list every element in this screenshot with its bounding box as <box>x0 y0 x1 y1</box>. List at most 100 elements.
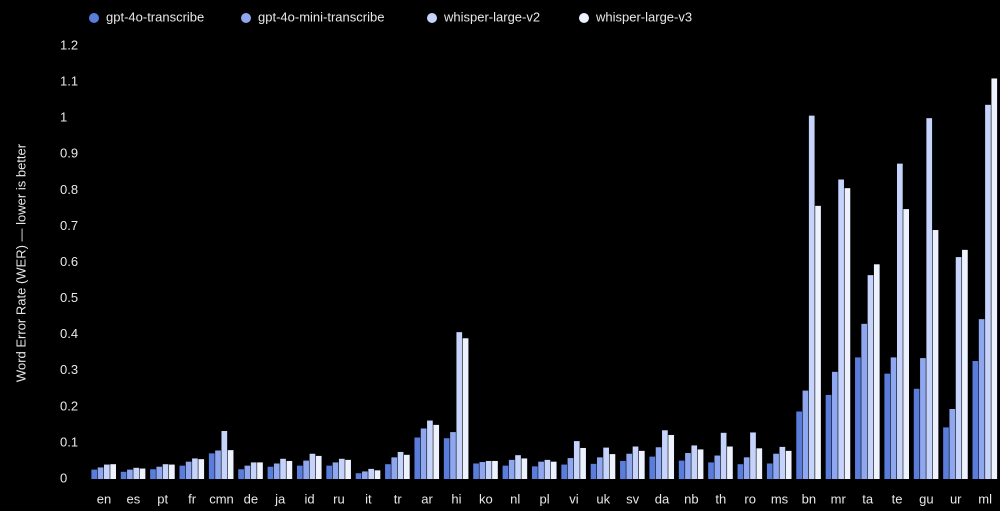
bar <box>485 460 492 479</box>
x-tick-label: ar <box>421 491 433 506</box>
bar <box>531 466 538 479</box>
bar <box>332 462 339 479</box>
bar <box>884 373 891 479</box>
bar <box>685 453 691 479</box>
y-tick-label: 1.2 <box>60 37 78 52</box>
bar <box>825 394 832 479</box>
bar <box>668 434 675 479</box>
x-tick-label: nb <box>684 491 698 506</box>
x-tick-label: pt <box>157 491 168 506</box>
bar <box>697 449 704 479</box>
bar <box>962 249 968 479</box>
legend-marker <box>89 13 99 23</box>
bar <box>750 432 756 479</box>
x-tick-label: gu <box>919 491 933 506</box>
bar <box>427 420 433 479</box>
bar <box>462 338 469 479</box>
bar <box>779 446 786 479</box>
bar <box>368 468 375 479</box>
x-tick-label: sv <box>626 491 640 506</box>
x-tick-label: en <box>97 491 111 506</box>
x-tick-label: te <box>892 491 903 506</box>
bar <box>273 463 280 479</box>
x-tick-label: ko <box>479 491 493 506</box>
bar <box>420 428 427 479</box>
y-tick-label: 0 <box>60 470 67 485</box>
legend-label: gpt-4o-mini-transcribe <box>258 9 384 24</box>
bar <box>766 463 773 479</box>
bar <box>620 460 626 479</box>
x-tick-label: vi <box>569 491 579 506</box>
bar <box>250 462 257 479</box>
bar <box>561 464 568 479</box>
bar <box>855 357 861 479</box>
y-tick-label: 0.2 <box>60 398 78 413</box>
bar <box>521 458 528 479</box>
x-tick-label: uk <box>596 491 610 506</box>
bar <box>150 469 156 479</box>
bar <box>544 459 551 479</box>
bar <box>385 464 391 479</box>
bar <box>450 432 456 479</box>
x-tick-label: id <box>305 491 315 506</box>
bar <box>238 469 244 479</box>
bar <box>296 465 303 479</box>
bar <box>808 115 815 479</box>
bar <box>156 466 163 479</box>
legend-marker <box>427 13 437 23</box>
bar <box>345 459 351 479</box>
x-tick-label: es <box>126 491 140 506</box>
bar <box>756 448 763 479</box>
bar <box>603 447 609 479</box>
bar <box>309 453 316 479</box>
legend-label: whisper-large-v2 <box>443 9 540 24</box>
bar <box>257 462 263 479</box>
bar <box>508 459 515 479</box>
bar <box>550 461 557 479</box>
bar <box>221 431 228 479</box>
y-tick-label: 0.1 <box>60 434 78 449</box>
x-tick-label: ja <box>274 491 286 506</box>
x-tick-label: nl <box>510 491 520 506</box>
bar <box>714 455 721 479</box>
bar <box>720 432 727 479</box>
bar <box>903 209 910 479</box>
y-tick-label: 0.9 <box>60 146 78 161</box>
bar <box>139 468 146 479</box>
bar <box>743 457 750 479</box>
bar <box>949 408 956 479</box>
bar <box>374 470 381 479</box>
bar <box>362 471 368 479</box>
x-tick-label: ml <box>978 491 992 506</box>
y-tick-label: 0.6 <box>60 254 78 269</box>
bar <box>443 438 450 479</box>
bar <box>397 451 404 479</box>
bar <box>815 205 821 479</box>
bar <box>133 467 140 479</box>
bar <box>198 459 205 479</box>
bar <box>315 455 322 479</box>
x-tick-label: fr <box>188 491 197 506</box>
bar <box>838 179 844 479</box>
bar <box>802 390 809 479</box>
bar <box>926 118 933 480</box>
x-tick-label: ms <box>771 491 789 506</box>
legend-marker <box>241 13 251 23</box>
bar <box>185 461 192 479</box>
bar <box>867 275 874 479</box>
bar <box>120 471 127 479</box>
bar <box>913 388 920 479</box>
x-tick-label: ta <box>862 491 874 506</box>
bar <box>580 447 586 479</box>
bar <box>227 450 234 479</box>
bar <box>985 104 991 480</box>
bar <box>991 78 998 479</box>
x-tick-label: da <box>655 491 670 506</box>
bar <box>596 457 603 479</box>
bar <box>208 453 215 479</box>
x-tick-label: pl <box>539 491 549 506</box>
bar <box>267 466 274 479</box>
bar <box>632 446 639 479</box>
y-axis-label: Word Error Rate (WER) — lower is better <box>13 143 28 382</box>
